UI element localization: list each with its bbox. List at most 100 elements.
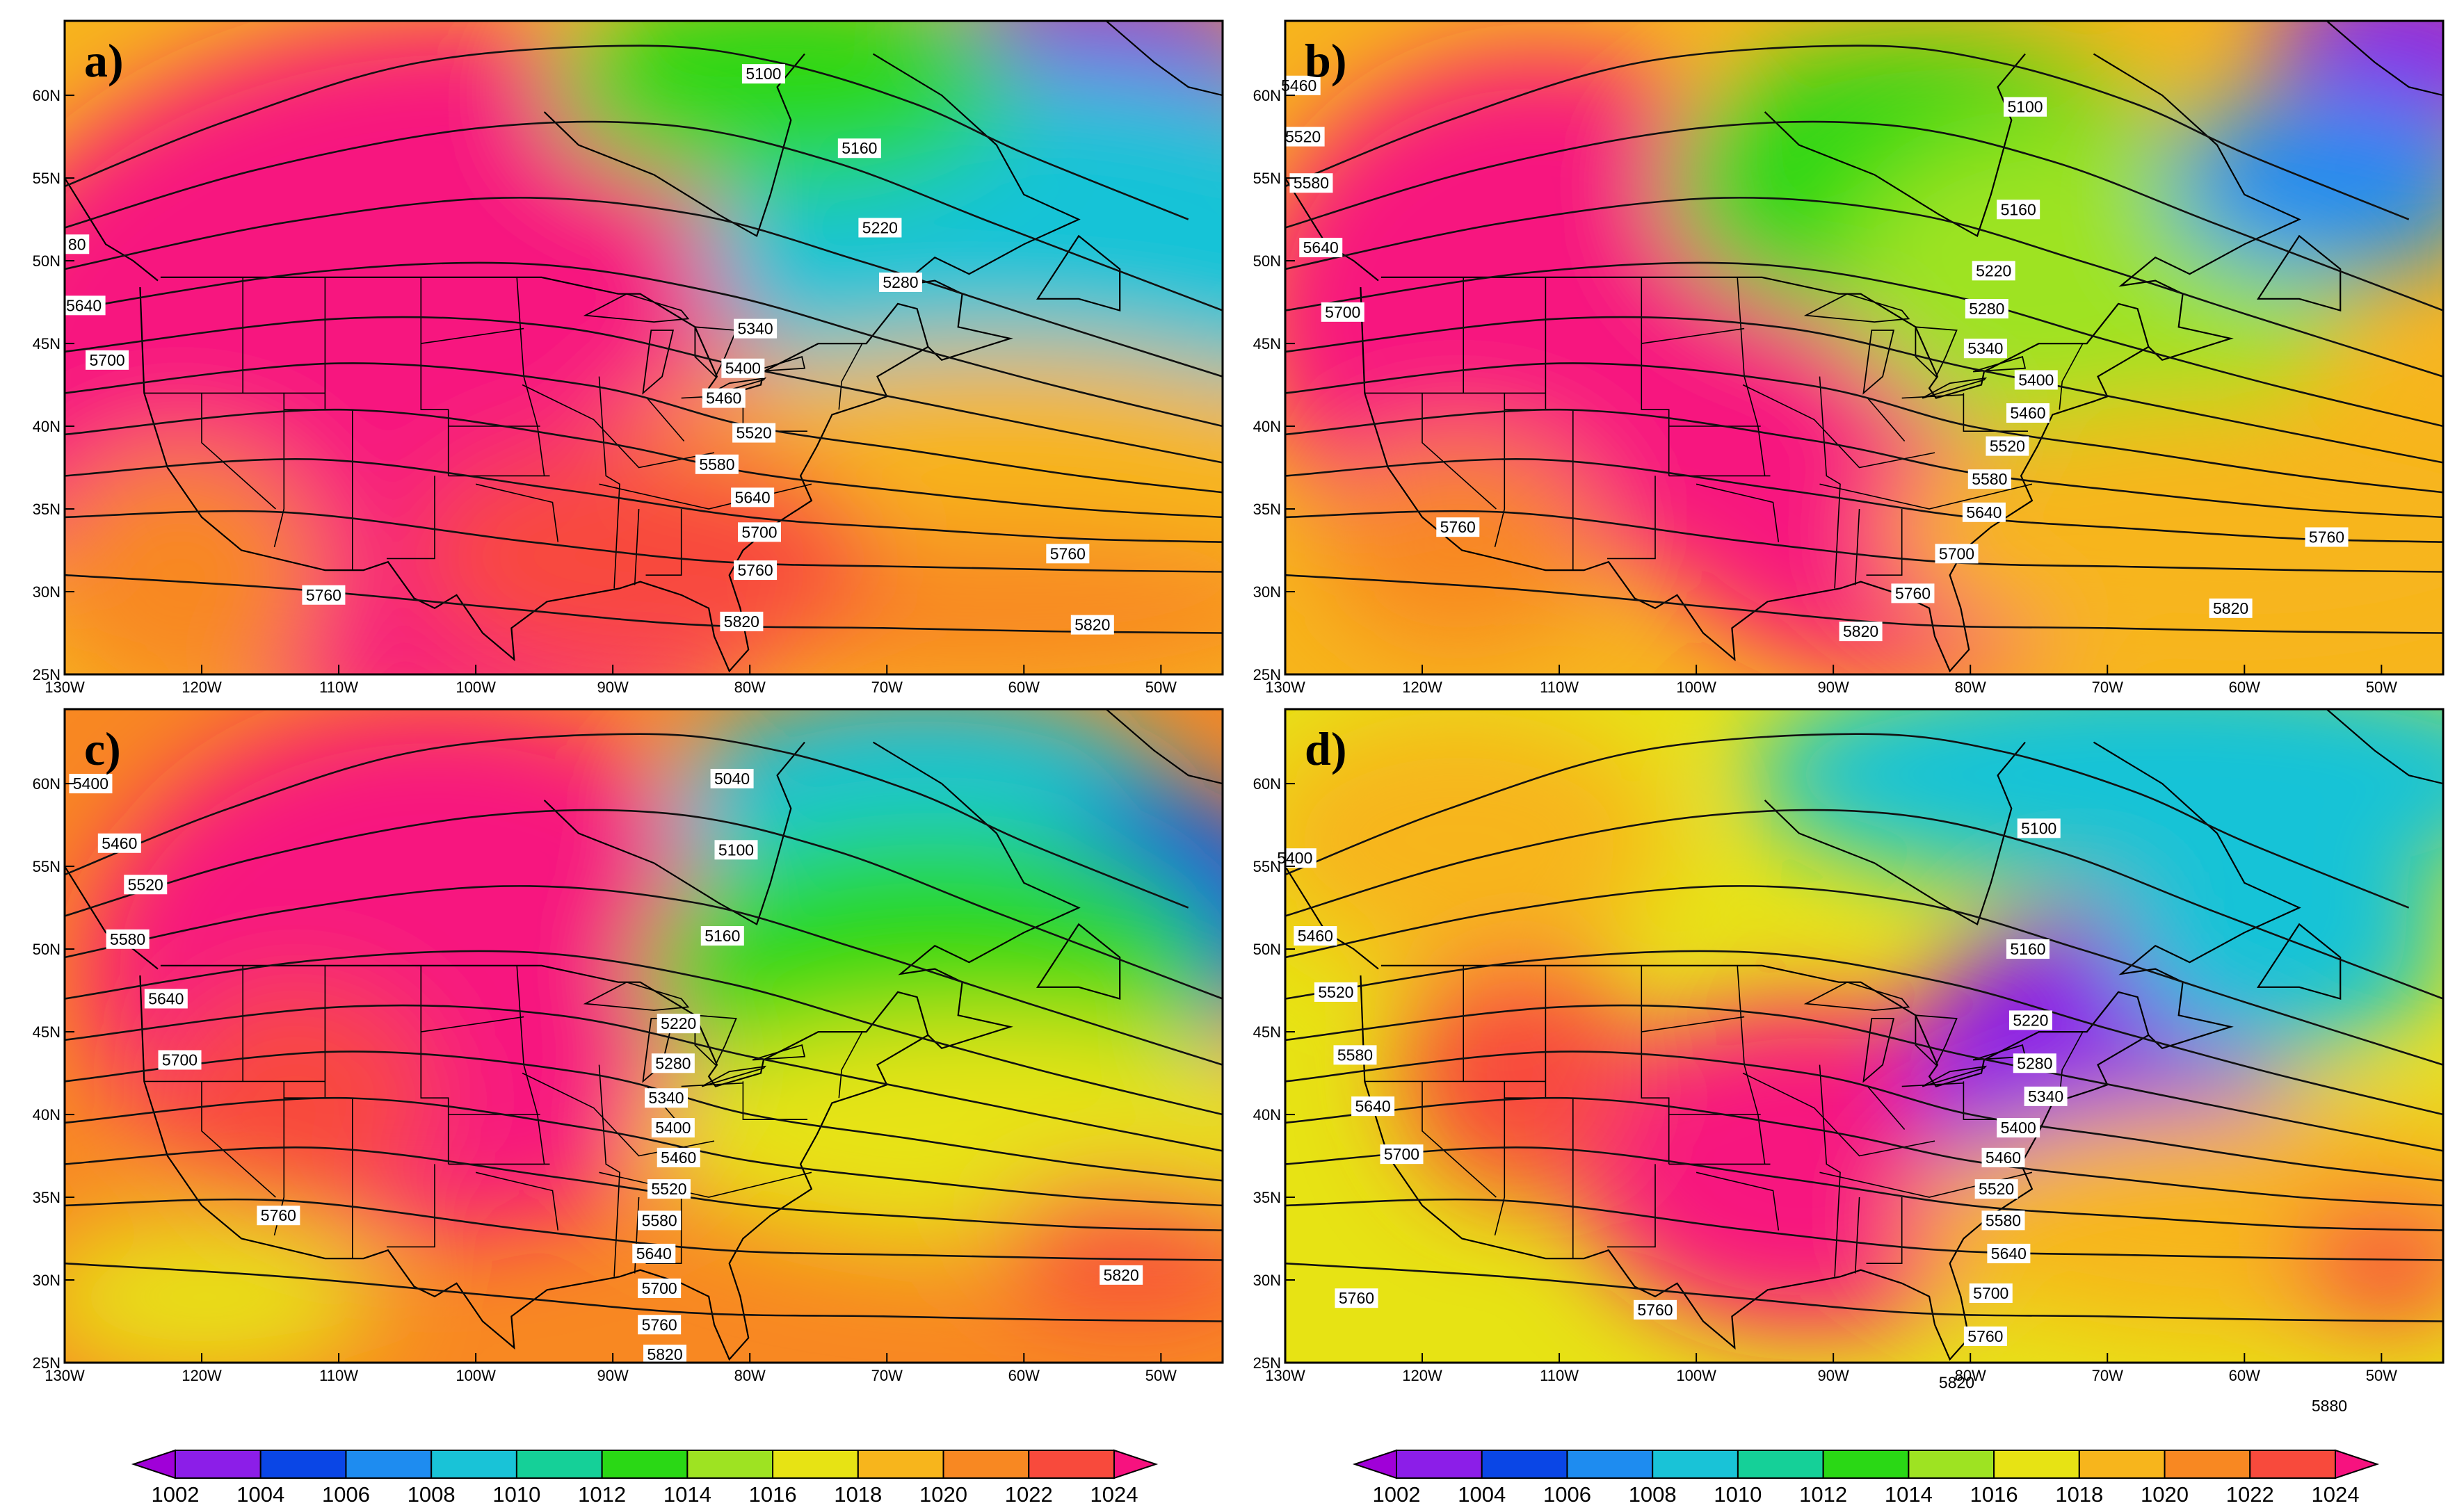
panel-label: b) bbox=[1305, 34, 1346, 87]
contour-label-text: 5520 bbox=[736, 424, 772, 442]
coastline bbox=[2093, 741, 2301, 1050]
state-border bbox=[1422, 1081, 1497, 1198]
contour-label: 5760 bbox=[1963, 1326, 2007, 1346]
lon-tick-label: 130W bbox=[1265, 679, 1305, 696]
contour-label-background bbox=[1289, 173, 1333, 193]
contour-label: 5220 bbox=[657, 1014, 700, 1034]
contour-label-background bbox=[1634, 1299, 1677, 1320]
state-border bbox=[1494, 1081, 1506, 1235]
colorbar-tick-label: 1004 bbox=[236, 1482, 284, 1507]
height-contour bbox=[65, 885, 1223, 1066]
lon-tick-label: 70W bbox=[871, 679, 903, 696]
contour-label-text: 5520 bbox=[651, 1180, 686, 1198]
lat-tick-label: 25N bbox=[1253, 666, 1281, 683]
contour-label-text: 5160 bbox=[2001, 200, 2036, 218]
contour-label: 5280 bbox=[2013, 1053, 2056, 1073]
height-contour bbox=[1285, 408, 2443, 519]
lat-tick-label: 60N bbox=[33, 87, 61, 104]
panel-label: d) bbox=[1305, 722, 1346, 775]
state-border bbox=[273, 393, 285, 547]
state-border bbox=[1901, 394, 1964, 399]
panel-label: a) bbox=[84, 34, 124, 87]
lon-tick-label: 60W bbox=[2229, 1367, 2260, 1384]
contour-label: 5520 bbox=[124, 875, 168, 895]
contour-label: 5700 bbox=[1380, 1144, 1424, 1165]
lon-tick-label: 70W bbox=[2092, 679, 2123, 696]
lon-tick-label: 110W bbox=[1540, 679, 1579, 696]
contour-label: 5400 bbox=[1273, 848, 1316, 868]
contour-label-text: 5760 bbox=[1967, 1327, 2003, 1345]
colorbar-tick-label: 1006 bbox=[1543, 1482, 1591, 1507]
contour-label-background bbox=[1294, 926, 1337, 946]
lat-tick-label: 35N bbox=[33, 501, 61, 518]
great-lake bbox=[1803, 981, 1910, 1012]
contour-label-text: 5520 bbox=[1979, 1180, 2014, 1198]
contour-label-text: 5460 bbox=[1298, 927, 1333, 945]
contour-label-text: 5700 bbox=[1384, 1145, 1419, 1163]
lat-tick-label: 55N bbox=[1253, 170, 1281, 187]
contour-label-text: 5640 bbox=[1303, 238, 1339, 257]
contour-label-text: 5220 bbox=[2013, 1011, 2048, 1029]
colorbar-swatch bbox=[1566, 1450, 1654, 1479]
contour-label: 5700 bbox=[738, 522, 781, 542]
contour-label-background bbox=[651, 1053, 695, 1073]
colorbar-swatch bbox=[1652, 1450, 1739, 1479]
colorbar-swatch bbox=[601, 1450, 689, 1479]
contour-label-background bbox=[2024, 1086, 2068, 1106]
contour-label-background bbox=[1281, 127, 1325, 147]
lon-tick-label: 130W bbox=[45, 1367, 85, 1384]
contour-label-text: 5820 bbox=[1939, 1374, 1974, 1392]
lat-tick-label: 55N bbox=[33, 858, 61, 875]
state-border bbox=[1422, 393, 1497, 510]
contour-label-background bbox=[1969, 1283, 2013, 1304]
state-border bbox=[475, 483, 559, 542]
lat-tick-label: 40N bbox=[1253, 418, 1281, 435]
contour-label: 5580 bbox=[1333, 1045, 1377, 1065]
lon-tick-label: 120W bbox=[182, 679, 222, 696]
contour-label-text: 5820 bbox=[2213, 599, 2248, 617]
contour-label-text: 5100 bbox=[718, 841, 754, 859]
contour-label-background bbox=[858, 218, 902, 238]
contour-label-background bbox=[1299, 238, 1343, 258]
contour-label-text: 5580 bbox=[642, 1211, 677, 1229]
colorbar-swatch bbox=[1028, 1450, 1115, 1479]
contour-label-background bbox=[144, 989, 188, 1009]
lat-tick-label: 55N bbox=[33, 170, 61, 187]
contour-label-background bbox=[657, 1014, 700, 1034]
contour-label: 5640 bbox=[62, 295, 106, 316]
contour-label-background bbox=[731, 487, 775, 508]
contour-label-text: 5760 bbox=[1895, 584, 1931, 602]
map-panel: 5040 5100 5160 5220 5280 5340 5400 5460 5520 5580… bbox=[33, 708, 1224, 1384]
contour-label-background bbox=[1963, 339, 2007, 359]
contour-label: 5700 bbox=[1935, 544, 1979, 564]
panel-frame bbox=[63, 708, 1224, 1364]
contour-label-text: 5400 bbox=[1277, 849, 1312, 867]
contour-label-text: 5220 bbox=[661, 1014, 696, 1032]
contour-label: 5640 bbox=[1962, 502, 2006, 522]
contour-label-text: 5640 bbox=[1991, 1244, 2027, 1263]
contour-label: 5700 bbox=[1969, 1283, 2013, 1304]
height-contour bbox=[1285, 1051, 2443, 1182]
height-contour bbox=[65, 261, 1223, 428]
contour-label-background bbox=[97, 833, 141, 853]
colorbar-swatch bbox=[430, 1450, 517, 1479]
contour-label-text: 5340 bbox=[1967, 339, 2003, 357]
contour-label-background bbox=[1997, 1118, 2040, 1138]
contour-label-background bbox=[1333, 1045, 1377, 1065]
contour-label-text: 5700 bbox=[1325, 303, 1360, 321]
state-border bbox=[646, 398, 685, 442]
state-border bbox=[1867, 398, 1906, 442]
coastline bbox=[872, 741, 1081, 1050]
contour-label-background bbox=[734, 318, 778, 339]
lon-tick-label: 110W bbox=[1540, 1367, 1579, 1384]
contour-label-background bbox=[741, 64, 785, 84]
contour-label: 5760 bbox=[734, 560, 778, 581]
contour-label-text: 5760 bbox=[1339, 1289, 1374, 1307]
newfoundland-coast bbox=[2256, 234, 2342, 311]
colorbar-swatch bbox=[2078, 1450, 2166, 1479]
contour-label-background bbox=[86, 350, 129, 370]
height-contour bbox=[65, 1262, 1223, 1322]
lat-tick-label: 35N bbox=[1253, 1189, 1281, 1206]
contour-label-background bbox=[302, 585, 346, 605]
